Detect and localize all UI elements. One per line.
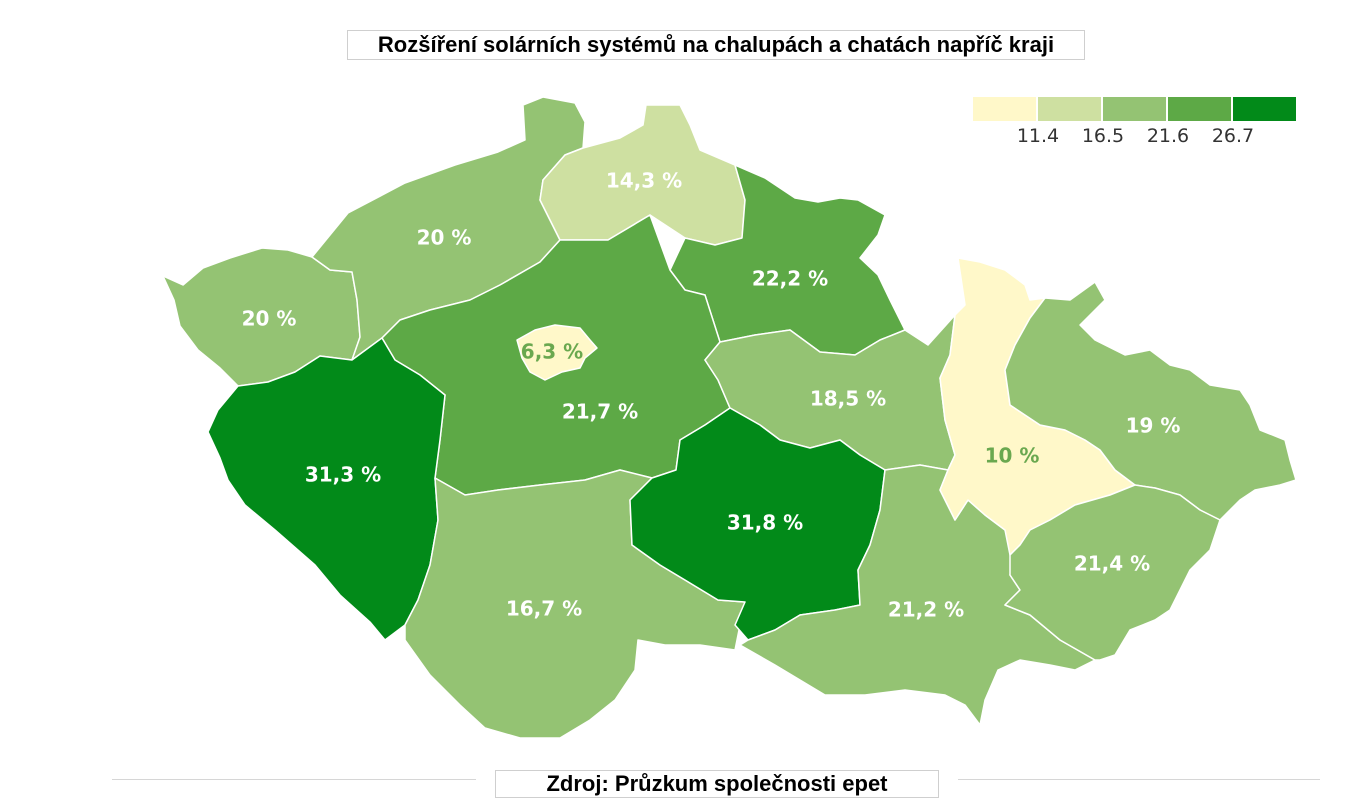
region-label-ustecky: 20 % <box>417 226 472 250</box>
divider-right <box>958 779 1320 780</box>
legend-swatch <box>1103 97 1166 121</box>
region-label-olomoucky: 10 % <box>985 444 1040 468</box>
region-label-jihomoravsky: 21,2 % <box>888 598 964 622</box>
region-label-liberecky: 14,3 % <box>606 169 682 193</box>
legend-swatch <box>973 97 1036 121</box>
map-title: Rozšíření solárních systémů na chalupách… <box>347 30 1085 60</box>
legend-tick: 16.5 <box>1081 125 1125 147</box>
region-label-vysocina: 31,8 % <box>727 511 803 535</box>
divider-left <box>112 779 476 780</box>
region-zlinsky[interactable] <box>1004 484 1221 661</box>
region-label-karlovarsky: 20 % <box>242 307 297 331</box>
legend-swatch <box>1168 97 1231 121</box>
legend-tick: 11.4 <box>1016 125 1060 147</box>
region-label-stredocesky: 21,7 % <box>562 400 638 424</box>
region-praha[interactable] <box>516 324 598 381</box>
region-jihocesky[interactable] <box>404 469 746 739</box>
region-moravskoslezsky[interactable] <box>1004 281 1297 521</box>
legend-swatch <box>1038 97 1101 121</box>
region-label-pardubicky: 18,5 % <box>810 387 886 411</box>
source-note: Zdroj: Průzkum společnosti epet <box>495 770 939 798</box>
region-label-plzensky: 31,3 % <box>305 463 381 487</box>
region-label-zlinsky: 21,4 % <box>1074 552 1150 576</box>
region-label-kralovehradecky: 22,2 % <box>752 267 828 291</box>
legend-tick: 26.7 <box>1211 125 1255 147</box>
region-label-praha: 6,3 % <box>521 340 583 364</box>
region-label-moravskoslezsky: 19 % <box>1126 414 1181 438</box>
region-label-jihocesky: 16,7 % <box>506 597 582 621</box>
legend-swatch <box>1233 97 1296 121</box>
legend-tick: 21.6 <box>1146 125 1190 147</box>
color-legend: 11.4 16.5 21.6 26.7 <box>973 97 1298 147</box>
